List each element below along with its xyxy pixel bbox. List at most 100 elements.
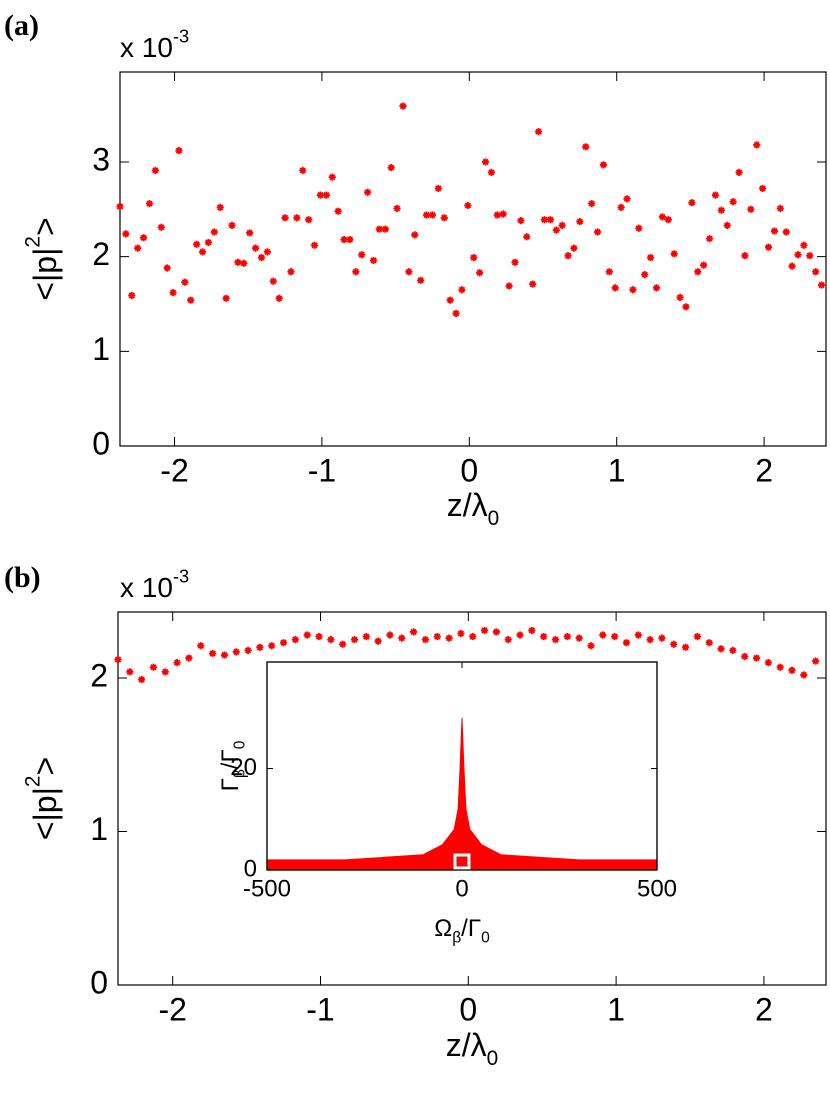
data-point — [676, 293, 684, 301]
x-tick-label: -1 — [306, 992, 334, 1028]
x-axis-label: Ωβ/Γ0 — [434, 915, 490, 946]
data-point — [138, 675, 146, 684]
axis-exponent: x 10-3 — [120, 566, 189, 603]
data-point — [352, 268, 360, 276]
data-point — [208, 649, 217, 658]
label-part: 0 — [488, 507, 500, 530]
data-point — [670, 250, 678, 258]
data-point — [316, 191, 325, 199]
data-point — [694, 268, 702, 276]
data-point — [445, 634, 453, 642]
data-point — [185, 654, 193, 662]
data-point — [251, 244, 260, 252]
data-point — [635, 224, 643, 232]
data-point — [800, 671, 808, 679]
data-point — [257, 253, 266, 262]
data-point — [558, 221, 566, 229]
data-point — [134, 244, 142, 252]
data-point — [364, 188, 372, 196]
x-axis-label: z/λ0 — [446, 1027, 498, 1069]
data-point — [175, 146, 183, 155]
data-point — [244, 646, 252, 654]
x-tick-label: 0 — [455, 876, 468, 903]
data-point — [433, 632, 441, 641]
data-point — [440, 214, 448, 222]
data-point — [670, 640, 678, 648]
data-point — [417, 276, 425, 284]
y-tick-label: 20 — [230, 754, 257, 781]
data-point — [629, 286, 637, 294]
data-point — [470, 253, 478, 262]
data-point — [187, 296, 195, 304]
data-point — [204, 238, 213, 247]
label-part: Ω — [434, 915, 452, 942]
data-point — [540, 632, 548, 641]
data-point — [405, 268, 413, 276]
label-part: 0 — [232, 740, 249, 749]
data-point — [122, 230, 130, 238]
label-part: 0 — [487, 1047, 499, 1070]
data-point — [563, 632, 571, 641]
data-point — [275, 294, 283, 302]
data-point — [788, 262, 796, 270]
x-tick-label: -500 — [243, 876, 291, 903]
data-point — [611, 632, 619, 641]
data-point — [476, 269, 484, 277]
data-point — [481, 158, 490, 166]
label-part: x 10 — [120, 572, 173, 603]
data-point — [705, 639, 713, 647]
data-point — [634, 631, 642, 639]
data-point — [222, 294, 230, 302]
data-point — [256, 643, 264, 651]
data-point — [458, 286, 466, 294]
y-axis-label: <|p|2> — [21, 217, 63, 300]
data-point — [776, 204, 784, 212]
data-point — [605, 268, 613, 276]
data-point — [480, 626, 489, 635]
data-point — [268, 642, 276, 650]
data-point — [717, 206, 725, 214]
x-tick-label: -2 — [158, 992, 186, 1028]
data-point — [693, 632, 702, 641]
data-point — [552, 226, 560, 234]
data-point — [327, 636, 335, 644]
data-point — [528, 626, 536, 635]
data-point — [398, 634, 406, 642]
label-part: 2 — [21, 776, 44, 788]
data-point — [546, 216, 554, 224]
data-point — [374, 637, 382, 645]
data-point — [428, 211, 437, 219]
data-point — [700, 261, 708, 269]
data-point — [770, 227, 779, 235]
data-point — [817, 281, 826, 289]
label-part: β — [232, 769, 249, 778]
data-point — [529, 280, 537, 288]
panel-label: (a) — [4, 9, 39, 42]
data-point — [340, 235, 348, 244]
data-point — [246, 229, 254, 237]
label-part: /Γ — [217, 749, 244, 769]
data-point — [228, 221, 236, 229]
y-tick-label: 3 — [92, 141, 110, 177]
data-point — [747, 205, 755, 213]
data-point — [487, 168, 496, 176]
data-point — [593, 228, 602, 236]
data-point — [505, 282, 513, 290]
data-point — [764, 243, 773, 251]
x-tick-label: 2 — [755, 992, 773, 1028]
data-point — [599, 631, 607, 639]
data-point — [735, 168, 743, 176]
x-tick-label: -2 — [160, 453, 188, 489]
data-point — [375, 225, 384, 233]
data-point — [523, 233, 531, 241]
data-point — [234, 258, 242, 266]
x-axis-label: z/λ0 — [447, 487, 499, 529]
data-point — [658, 634, 666, 642]
label-part: > — [27, 217, 63, 236]
data-point — [681, 643, 690, 651]
data-point — [263, 248, 271, 256]
label-part: z/λ — [447, 487, 488, 523]
data-point — [800, 241, 808, 249]
